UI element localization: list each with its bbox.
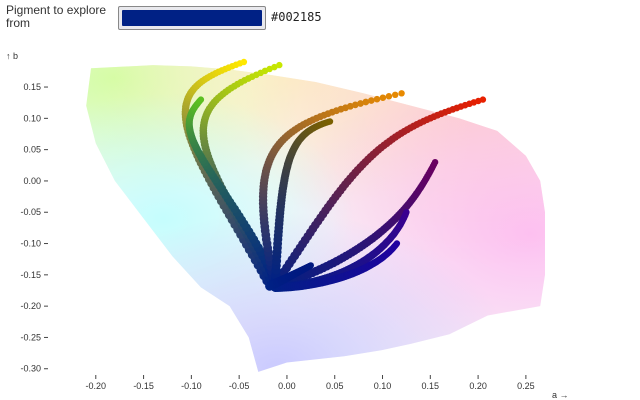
y-tick: -0.10	[20, 239, 48, 249]
data-point	[393, 240, 401, 247]
y-tick: 0.15	[23, 82, 48, 92]
x-tick: 0.20	[469, 375, 487, 391]
y-axis: 0.15 0.10 0.05 0.00 -0.05 -0.10 -0.15 -0.20 -0.2…	[20, 82, 48, 374]
y-tick-label: 0.05	[23, 145, 41, 155]
pigment-color-swatch	[122, 10, 262, 26]
data-point	[307, 262, 314, 269]
pigment-label: Pigment to explore from	[6, 3, 107, 30]
data-point	[403, 209, 410, 216]
data-point	[398, 90, 405, 97]
x-axis-label: a →	[552, 390, 569, 400]
y-tick-label: 0.10	[23, 113, 41, 123]
y-tick: -0.30	[20, 364, 48, 374]
x-axis: -0.20 -0.15 -0.10 -0.05 0.00 0.05 0.10 0.15 0.20…	[86, 375, 535, 391]
y-tick: -0.05	[20, 207, 48, 217]
x-tick-label: -0.15	[133, 381, 154, 391]
x-tick: 0.15	[422, 375, 440, 391]
y-tick-label: 0.00	[23, 176, 41, 186]
x-tick: -0.15	[133, 375, 154, 391]
pigment-toolbar: Pigment to explore from #002185	[6, 4, 606, 34]
y-tick-label: -0.10	[20, 239, 41, 249]
y-tick-label: -0.20	[20, 301, 41, 311]
y-tick: 0.10	[23, 113, 48, 123]
y-tick-label: -0.15	[20, 270, 41, 280]
data-point	[479, 96, 487, 103]
data-point	[362, 98, 370, 106]
series-6	[270, 118, 334, 285]
data-point	[431, 159, 439, 166]
y-tick: -0.20	[20, 301, 48, 311]
data-point	[271, 63, 278, 71]
y-tick-label: -0.30	[20, 364, 41, 374]
y-tick: -0.25	[20, 332, 48, 342]
x-tick: 0.00	[278, 375, 296, 391]
data-point	[240, 58, 248, 66]
pigment-hex-value: #002185	[271, 10, 322, 24]
x-tick-label: -0.05	[229, 381, 250, 391]
y-tick: -0.15	[20, 270, 48, 280]
x-tick-label: 0.20	[469, 381, 487, 391]
series-group	[181, 58, 487, 292]
series-10	[269, 262, 314, 289]
x-tick: -0.10	[181, 375, 202, 391]
x-tick-label: 0.15	[422, 381, 440, 391]
x-tick-label: 0.00	[278, 381, 296, 391]
data-point	[391, 91, 399, 99]
x-tick-label: 0.05	[326, 381, 344, 391]
data-point	[197, 96, 205, 103]
data-point	[351, 101, 359, 109]
x-tick: 0.05	[326, 375, 344, 391]
x-tick: 0.25	[517, 375, 535, 391]
x-tick: 0.10	[374, 375, 392, 391]
data-point	[373, 95, 381, 103]
x-tick-label: -0.20	[86, 381, 107, 391]
x-tick-label: 0.25	[517, 381, 535, 391]
y-tick: 0.05	[23, 145, 48, 155]
y-axis-label: ↑ b	[6, 51, 18, 61]
data-point	[357, 100, 364, 107]
y-tick-label: -0.05	[20, 207, 41, 217]
data-point	[385, 93, 393, 100]
y-tick-label: 0.15	[23, 82, 41, 92]
pigment-color-input[interactable]	[118, 6, 266, 30]
data-point	[276, 61, 283, 69]
x-tick-label: -0.10	[181, 381, 202, 391]
x-tick: -0.20	[86, 375, 107, 391]
data-point	[379, 94, 387, 101]
data-point	[326, 118, 334, 125]
y-tick: 0.00	[23, 176, 48, 186]
y-tick-label: -0.25	[20, 332, 41, 342]
x-tick-label: 0.10	[374, 381, 392, 391]
data-point	[368, 97, 375, 104]
x-tick: -0.05	[229, 375, 250, 391]
